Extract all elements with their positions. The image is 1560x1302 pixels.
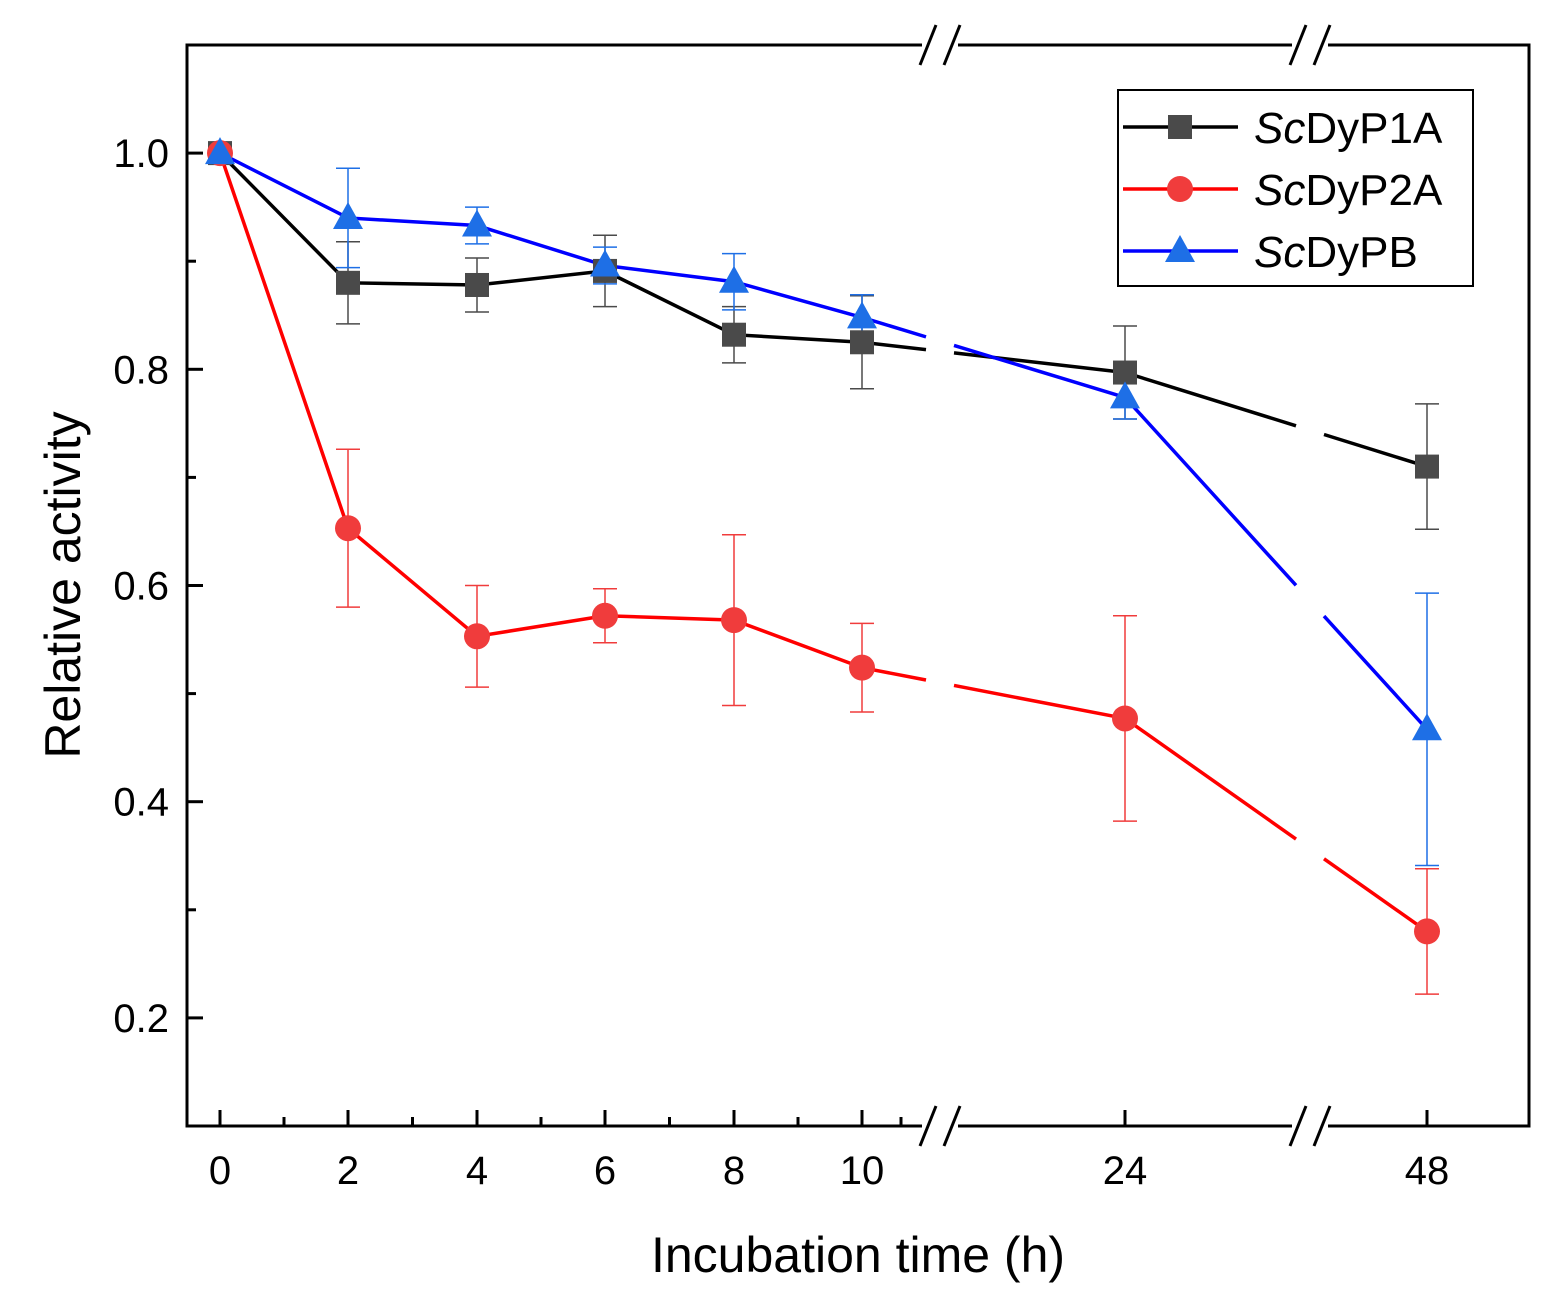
axis-break-gap xyxy=(1292,39,1328,51)
data-point xyxy=(719,265,749,293)
x-axis-title: Incubation time (h) xyxy=(651,1227,1065,1283)
axis-break-slash xyxy=(1288,1105,1308,1147)
data-point xyxy=(590,249,620,277)
x-tick-label: 2 xyxy=(337,1149,359,1193)
axis-break-gap xyxy=(1292,1120,1328,1132)
data-point xyxy=(465,272,489,297)
data-point xyxy=(592,602,618,629)
x-tick-label: 6 xyxy=(594,1149,616,1193)
x-tick-label: 48 xyxy=(1405,1149,1450,1193)
series-line xyxy=(1323,432,1428,469)
data-point xyxy=(333,201,363,229)
y-tick-label: 1.0 xyxy=(113,132,169,176)
data-point xyxy=(462,209,492,237)
data-point xyxy=(205,137,235,165)
legend-label: ScDyP2A xyxy=(1254,166,1443,215)
series-line xyxy=(953,343,1126,400)
series-line xyxy=(218,151,863,345)
axis-break-slash xyxy=(1288,24,1308,66)
legend-marker xyxy=(1168,115,1192,139)
y-axis-title: Relative activity xyxy=(35,411,91,758)
legend-marker xyxy=(1165,235,1195,262)
y-tick-label: 0.8 xyxy=(113,348,169,392)
x-tick-label: 0 xyxy=(209,1149,231,1193)
data-point xyxy=(1414,918,1440,945)
y-tick-label: 0.4 xyxy=(113,781,169,825)
data-point xyxy=(1110,381,1140,409)
series-line xyxy=(218,152,863,670)
series-line xyxy=(953,683,1126,721)
x-tick-label: 10 xyxy=(840,1149,885,1193)
legend-label: ScDyPB xyxy=(1254,228,1418,277)
data-point xyxy=(850,330,874,355)
legend-marker xyxy=(1167,176,1193,202)
legend-label: ScDyP1A xyxy=(1254,104,1443,153)
series-line xyxy=(219,151,863,320)
series-line xyxy=(1123,717,1298,841)
data-point xyxy=(849,654,875,681)
series-line xyxy=(1322,614,1429,731)
axis-break-slash xyxy=(1312,1105,1332,1147)
y-tick-label: 0.6 xyxy=(113,565,169,609)
axis-break-slash xyxy=(942,24,962,66)
data-point xyxy=(336,270,360,295)
axis-break-slash xyxy=(918,1105,938,1147)
axis-break-slash xyxy=(1312,24,1332,66)
legend: ScDyP1A ScDyP2A ScDyPB xyxy=(1117,89,1474,287)
data-point xyxy=(1412,713,1442,741)
series-line xyxy=(1123,396,1298,587)
data-point xyxy=(1112,705,1138,732)
axis-break-slash xyxy=(918,24,938,66)
series-line xyxy=(953,351,1126,375)
series-line xyxy=(1124,370,1297,428)
plot-area: 0.20.40.60.81.00 2 4 6 8 10 24 48 xyxy=(113,24,1531,1193)
data-point xyxy=(721,607,747,634)
data-point xyxy=(464,623,490,650)
axis-break-gap xyxy=(922,39,958,51)
x-tick-label: 4 xyxy=(466,1149,488,1193)
series-line xyxy=(1322,857,1429,933)
data-point xyxy=(847,301,877,329)
x-tick-label: 24 xyxy=(1103,1149,1148,1193)
y-tick-label: 0.2 xyxy=(113,997,169,1041)
data-point xyxy=(722,322,746,347)
data-point xyxy=(335,515,361,542)
x-tick-label: 8 xyxy=(723,1149,745,1193)
axis-break-gap xyxy=(922,1120,958,1132)
data-point xyxy=(1415,454,1439,479)
axis-break-slash xyxy=(942,1105,962,1147)
data-point xyxy=(1113,360,1137,385)
